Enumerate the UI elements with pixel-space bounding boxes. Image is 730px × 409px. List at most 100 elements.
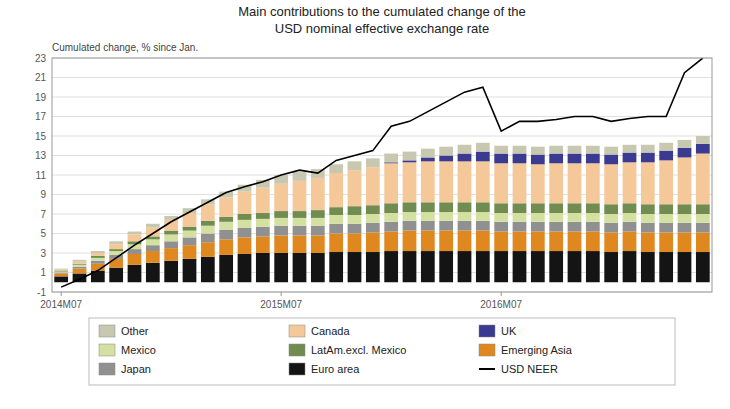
grid-line bbox=[52, 97, 712, 98]
bar bbox=[568, 251, 582, 282]
bar bbox=[458, 212, 472, 221]
bar bbox=[403, 251, 417, 282]
bar bbox=[586, 222, 600, 232]
legend-label: UK bbox=[501, 325, 517, 337]
bar bbox=[146, 224, 160, 228]
bar bbox=[604, 155, 618, 165]
bar bbox=[604, 204, 618, 214]
bar bbox=[531, 251, 545, 282]
bar bbox=[458, 251, 472, 282]
bar bbox=[311, 235, 325, 253]
bar bbox=[256, 236, 270, 253]
chart: Main contributions to the cumulated chan… bbox=[0, 0, 730, 409]
bar bbox=[329, 173, 343, 207]
bar bbox=[348, 206, 362, 215]
y-tick-label: 19 bbox=[35, 92, 47, 103]
bar bbox=[421, 221, 435, 231]
bar bbox=[659, 151, 673, 161]
legend-frame bbox=[89, 318, 675, 385]
bar bbox=[293, 226, 307, 236]
bar bbox=[659, 160, 673, 204]
bar bbox=[329, 207, 343, 215]
x-tick-label: 2014M07 bbox=[40, 299, 82, 310]
bar bbox=[623, 232, 637, 252]
bar bbox=[183, 227, 197, 231]
bar bbox=[348, 234, 362, 253]
bar bbox=[384, 222, 398, 232]
bar-series bbox=[54, 202, 709, 271]
bar bbox=[366, 167, 380, 205]
title: Main contributions to the cumulated chan… bbox=[238, 4, 526, 19]
bar bbox=[403, 221, 417, 231]
bar bbox=[384, 163, 398, 203]
y-tick-label: 17 bbox=[35, 111, 47, 122]
bar bbox=[604, 252, 618, 282]
bar bbox=[678, 148, 692, 158]
subtitle: USD nominal effective exchange rate bbox=[275, 21, 489, 36]
bar-series bbox=[54, 154, 709, 271]
bar bbox=[513, 213, 527, 222]
x-tick-label: 2016M07 bbox=[480, 299, 522, 310]
bar bbox=[146, 228, 160, 237]
bar bbox=[91, 258, 105, 261]
bar bbox=[549, 163, 563, 203]
bar bbox=[348, 224, 362, 234]
bar bbox=[623, 162, 637, 203]
bar bbox=[256, 213, 270, 219]
bar bbox=[54, 268, 68, 270]
bar bbox=[219, 222, 233, 230]
bar bbox=[696, 136, 710, 144]
bar bbox=[439, 147, 453, 156]
legend-swatch bbox=[289, 325, 305, 337]
bar bbox=[623, 251, 637, 282]
legend-swatch bbox=[99, 344, 115, 356]
bar bbox=[641, 162, 655, 204]
bar bbox=[696, 252, 710, 282]
bar bbox=[494, 154, 508, 164]
bar bbox=[623, 145, 637, 153]
bar bbox=[476, 152, 490, 162]
bar bbox=[54, 276, 68, 282]
bar bbox=[366, 252, 380, 282]
bar bbox=[641, 153, 655, 163]
bar bbox=[91, 251, 105, 253]
bar bbox=[604, 214, 618, 223]
bar bbox=[623, 153, 637, 163]
bar bbox=[678, 252, 692, 282]
bar bbox=[403, 202, 417, 212]
legend-label: USD NEER bbox=[501, 363, 558, 375]
legend-label: Emerging Asia bbox=[501, 344, 573, 356]
bar-series bbox=[54, 212, 709, 272]
x-tick bbox=[281, 292, 282, 296]
bar-series bbox=[54, 231, 709, 277]
bar bbox=[494, 163, 508, 203]
grid-line bbox=[52, 136, 712, 137]
bar bbox=[238, 228, 252, 238]
bar bbox=[696, 144, 710, 154]
bar bbox=[293, 181, 307, 211]
legend-swatch bbox=[479, 368, 495, 370]
x-tick bbox=[61, 292, 62, 296]
bar bbox=[329, 252, 343, 282]
bar bbox=[256, 219, 270, 227]
bar bbox=[513, 146, 527, 154]
bar bbox=[513, 203, 527, 213]
bar bbox=[421, 212, 435, 221]
legend: OtherCanadaUKMexicoLatAm.excl. MexicoEme… bbox=[89, 318, 675, 385]
bar bbox=[219, 230, 233, 240]
bar bbox=[421, 251, 435, 282]
bar bbox=[641, 252, 655, 282]
bar bbox=[54, 272, 68, 274]
bar bbox=[568, 154, 582, 164]
bar bbox=[109, 249, 123, 251]
bar bbox=[73, 262, 87, 264]
bar-series bbox=[54, 221, 709, 274]
bar bbox=[439, 221, 453, 231]
bar bbox=[164, 248, 178, 261]
bar bbox=[183, 237, 197, 245]
bar bbox=[659, 252, 673, 282]
bar bbox=[494, 213, 508, 222]
bar bbox=[586, 232, 600, 252]
bar bbox=[513, 251, 527, 282]
bar bbox=[531, 222, 545, 232]
